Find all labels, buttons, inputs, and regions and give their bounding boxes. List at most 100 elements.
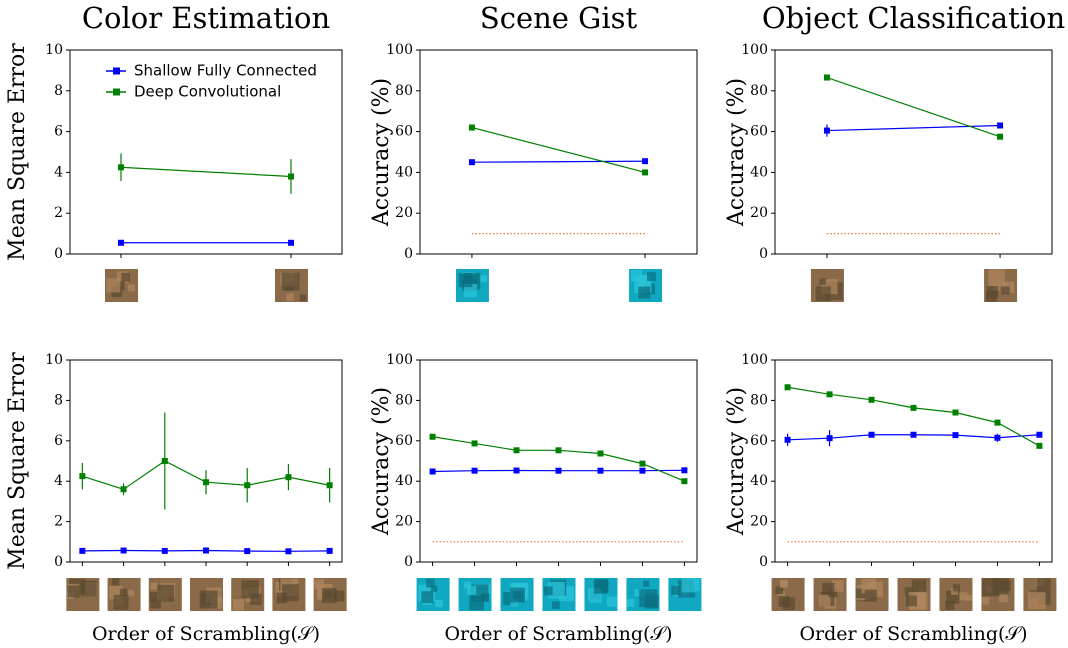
- thumbnail-patch: [121, 273, 130, 282]
- y-tick-label: 0: [759, 246, 768, 262]
- y-axis-label: Accuracy (%): [724, 387, 749, 536]
- marker: [162, 548, 168, 554]
- thumbnail-patch: [282, 273, 300, 291]
- marker: [514, 447, 520, 453]
- series-line: [121, 167, 291, 176]
- series-line: [472, 161, 645, 162]
- thumbnail-patch: [282, 584, 299, 601]
- y-tick-label: 20: [395, 514, 413, 530]
- marker: [118, 240, 124, 246]
- marker: [639, 468, 645, 474]
- plot-frame: [70, 360, 342, 562]
- thumbnail-patch: [68, 586, 80, 598]
- y-tick-label: 4: [54, 473, 63, 489]
- thumbnail-patch: [778, 596, 789, 607]
- marker: [597, 451, 603, 457]
- marker: [430, 434, 436, 440]
- y-tick-label: 4: [54, 164, 63, 180]
- thumbnail-patch: [1002, 287, 1010, 295]
- y-tick-label: 0: [54, 246, 63, 262]
- y-tick-label: 0: [404, 554, 413, 570]
- x-axis-label: Order of Scrambling(𝒮): [444, 623, 672, 645]
- y-tick-label: 0: [404, 246, 413, 262]
- marker: [952, 410, 958, 416]
- thumbnail-patch: [966, 595, 972, 601]
- thumbnail-patch: [953, 584, 960, 591]
- y-axis-label: Accuracy (%): [724, 78, 749, 227]
- y-tick-label: 8: [54, 392, 63, 408]
- marker: [824, 128, 830, 134]
- y-tick-label: 10: [45, 42, 63, 58]
- y-tick-label: 20: [750, 514, 768, 530]
- marker: [121, 547, 127, 553]
- thumbnail-patch: [200, 591, 218, 609]
- y-tick-label: 60: [395, 433, 413, 449]
- thumbnail-patch: [286, 293, 293, 300]
- y-tick-label: 40: [395, 164, 413, 180]
- marker: [994, 420, 1000, 426]
- marker: [118, 164, 124, 170]
- thumbnail-patch: [544, 586, 553, 595]
- y-tick-label: 100: [386, 42, 413, 58]
- marker: [556, 468, 562, 474]
- y-axis-label: Accuracy (%): [369, 387, 394, 536]
- thumbnail-patch: [1028, 592, 1045, 609]
- marker: [824, 75, 830, 81]
- thumbnail-patch: [822, 583, 834, 595]
- marker: [121, 486, 127, 492]
- thumbnail-patch: [421, 591, 433, 603]
- y-tick-label: 60: [395, 124, 413, 140]
- marker: [1036, 432, 1042, 438]
- thumbnail-patch: [480, 275, 487, 282]
- marker: [244, 548, 250, 554]
- marker: [556, 447, 562, 453]
- thumbnail-patch: [459, 273, 473, 287]
- thumbnail-patch: [128, 284, 135, 291]
- legend-marker: [113, 68, 120, 75]
- thumbnail-patch: [241, 580, 259, 598]
- thumbnail-patch: [435, 600, 443, 608]
- y-tick-label: 80: [395, 392, 413, 408]
- marker: [785, 437, 791, 443]
- thumbnail-patch: [988, 269, 1005, 286]
- thumbnail-patch: [482, 594, 490, 602]
- y-tick-label: 100: [741, 352, 768, 368]
- y-tick-label: 40: [395, 473, 413, 489]
- thumbnail-patch: [647, 272, 656, 281]
- y-tick-label: 2: [54, 514, 63, 530]
- y-tick-label: 0: [54, 554, 63, 570]
- marker: [827, 391, 833, 397]
- marker: [869, 432, 875, 438]
- chart-title: Object Classification: [762, 1, 1065, 35]
- y-tick-label: 100: [386, 352, 413, 368]
- thumbnail-patch: [431, 585, 437, 591]
- y-tick-label: 6: [54, 124, 63, 140]
- thumbnail-patch: [114, 595, 129, 610]
- x-axis-label: Order of Scrambling(𝒮): [92, 623, 320, 645]
- y-tick-label: 60: [750, 124, 768, 140]
- thumbnail-patch: [638, 287, 650, 299]
- marker: [994, 435, 1000, 441]
- thumbnail-patch: [682, 578, 696, 592]
- thumbnail-patch: [1037, 578, 1051, 592]
- thumbnail-patch: [120, 589, 127, 596]
- figure: 0246810Color EstimationMean Square Error…: [0, 0, 1068, 648]
- thumbnail-patch: [999, 593, 1008, 602]
- legend-marker: [113, 89, 120, 96]
- marker: [327, 548, 333, 554]
- legend-label: Shallow Fully Connected: [134, 62, 317, 80]
- thumbnail-patch: [233, 599, 244, 610]
- y-tick-label: 100: [741, 42, 768, 58]
- marker: [642, 158, 648, 164]
- marker: [203, 479, 209, 485]
- marker: [285, 474, 291, 480]
- thumbnail-patch: [982, 578, 1000, 596]
- marker: [244, 482, 250, 488]
- thumbnail-patch: [816, 286, 831, 301]
- thumbnail-patch: [510, 588, 525, 603]
- marker: [827, 435, 833, 441]
- marker: [997, 134, 1003, 140]
- y-tick-label: 0: [759, 554, 768, 570]
- thumbnail-patch: [607, 597, 617, 607]
- thumbnail-patch: [865, 590, 877, 602]
